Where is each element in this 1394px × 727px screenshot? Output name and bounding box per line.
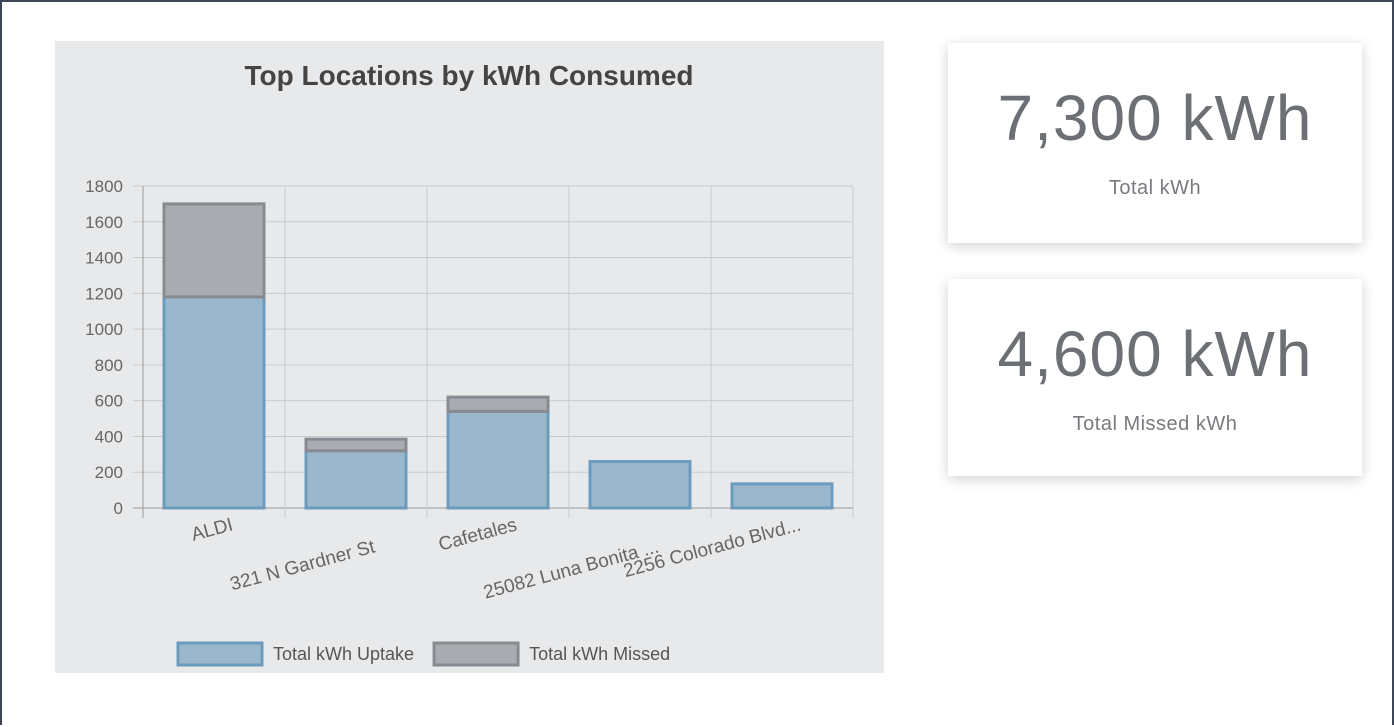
kpi-card: 7,300 kWh Total kWh <box>948 43 1362 243</box>
legend-label: Total kWh Missed <box>529 644 670 664</box>
y-tick-label: 400 <box>95 427 123 446</box>
y-tick-label: 600 <box>95 392 123 411</box>
kpi-label: Total Missed kWh <box>1072 413 1238 435</box>
y-tick-label: 0 <box>114 499 123 518</box>
bar <box>304 437 408 453</box>
kpi-label: Total kWh <box>1108 177 1202 199</box>
y-tick-label: 1800 <box>85 177 123 196</box>
chart-title: Top Locations by kWh Consumed <box>244 60 693 91</box>
y-tick-label: 1000 <box>85 320 123 339</box>
y-tick-label: 1600 <box>85 213 123 232</box>
x-tick-label: 321 N Gardner St <box>228 536 378 595</box>
y-tick-label: 200 <box>95 463 123 482</box>
bar <box>588 459 692 510</box>
legend-swatch <box>176 641 264 667</box>
chart-panel: Top Locations by kWh Consumed 0 200 400 600… <box>55 41 884 673</box>
legend-swatch <box>432 641 520 667</box>
bar <box>730 482 834 510</box>
bar <box>162 202 266 299</box>
x-tick-label: ALDI <box>189 515 235 546</box>
y-tick-label: 1400 <box>85 249 123 268</box>
chart: Top Locations by kWh Consumed 0 200 400 600… <box>85 60 854 667</box>
x-tick-label: Cafetales <box>436 515 519 556</box>
bar <box>304 449 408 510</box>
legend-label: Total kWh Uptake <box>273 644 414 664</box>
y-tick-label: 1200 <box>85 284 123 303</box>
kpi-value: 4,600 kWh <box>997 318 1313 390</box>
y-tick-label: 800 <box>95 356 123 375</box>
bar <box>446 395 550 413</box>
bar <box>446 409 550 510</box>
kpi-value: 7,300 kWh <box>997 82 1313 154</box>
bar <box>162 295 266 510</box>
kpi-card: 4,600 kWh Total Missed kWh <box>948 279 1362 476</box>
